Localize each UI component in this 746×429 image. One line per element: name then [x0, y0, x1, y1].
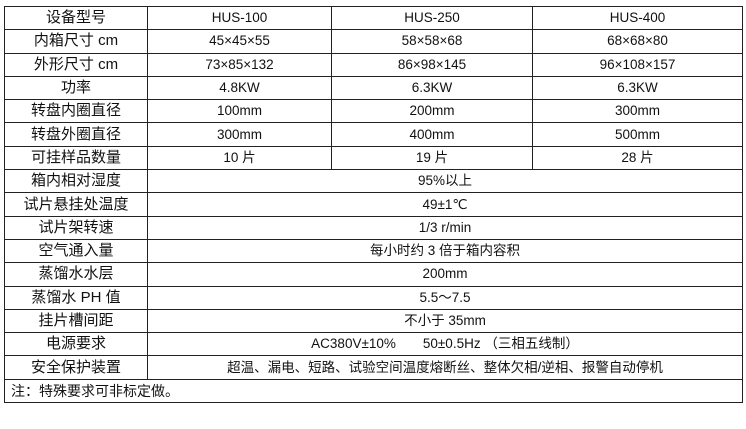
- note-row: 注：特殊要求可非标定做。: [4, 378, 743, 404]
- row-value: AC380V±10% 50±0.5Hz （三相五线制）: [147, 332, 743, 357]
- row-label: 电源要求: [4, 332, 148, 357]
- row-value: 100mm: [147, 99, 332, 124]
- row-value: 45×45×55: [147, 29, 332, 54]
- row-value: 10 片: [147, 145, 332, 171]
- row-value: 4.8KW: [147, 75, 332, 101]
- table-row: 电源要求 AC380V±10% 50±0.5Hz （三相五线制）: [4, 332, 743, 357]
- row-label: 蒸馏水水层: [4, 262, 148, 287]
- row-value: 6.3KW: [532, 75, 743, 101]
- row-value: 每小时约 3 倍于箱内容积: [147, 238, 743, 264]
- table-row: 空气通入量 每小时约 3 倍于箱内容积: [4, 238, 743, 264]
- table-row: 外形尺寸 cm 73×85×132 86×98×145 96×108×157: [4, 52, 743, 77]
- row-value: 19 片: [331, 145, 533, 171]
- table-row: 转盘内圈直径 100mm 200mm 300mm: [4, 99, 743, 124]
- table-row: 试片悬挂处温度 49±1℃: [4, 192, 743, 217]
- row-value: 73×85×132: [147, 52, 332, 77]
- table-row: 试片架转速 1/3 r/min: [4, 215, 743, 240]
- row-value: 95%以上: [147, 169, 743, 194]
- row-label: 试片悬挂处温度: [4, 192, 148, 217]
- table-row: 蒸馏水水层 200mm: [4, 262, 743, 287]
- row-value: 200mm: [331, 99, 533, 124]
- table-row: 可挂样品数量 10 片 19 片 28 片: [4, 145, 743, 171]
- table-row: 转盘外圈直径 300mm 400mm 500mm: [4, 122, 743, 147]
- row-value: 300mm: [147, 122, 332, 147]
- header-label: 设备型号: [4, 5, 148, 31]
- row-label: 外形尺寸 cm: [4, 52, 148, 77]
- header-row: 设备型号 HUS-100 HUS-250 HUS-400: [4, 5, 743, 31]
- row-label: 挂片槽间距: [4, 308, 148, 334]
- row-label: 转盘外圈直径: [4, 122, 148, 147]
- row-value: 不小于 35mm: [147, 308, 743, 334]
- table-row: 内箱尺寸 cm 45×45×55 58×58×68 68×68×80: [4, 29, 743, 54]
- row-label: 可挂样品数量: [4, 145, 148, 171]
- row-value: 96×108×157: [532, 52, 743, 77]
- model-name: HUS-250: [331, 5, 533, 31]
- table-row: 安全保护装置 超温、漏电、短路、试验空间温度熔断丝、整体欠相/逆相、报警自动停机: [4, 355, 743, 380]
- row-value: 1/3 r/min: [147, 215, 743, 240]
- row-value: 500mm: [532, 122, 743, 147]
- row-value: 5.5～7.5: [147, 285, 743, 310]
- row-label: 安全保护装置: [4, 355, 148, 380]
- row-value: 58×58×68: [331, 29, 533, 54]
- row-value: 86×98×145: [331, 52, 533, 77]
- row-label: 内箱尺寸 cm: [4, 29, 148, 54]
- table-row: 蒸馏水 PH 值 5.5～7.5: [4, 285, 743, 310]
- row-label: 箱内相对湿度: [4, 169, 148, 194]
- row-label: 功率: [4, 75, 148, 101]
- row-value: 49±1℃: [147, 192, 743, 217]
- note-text: 注：特殊要求可非标定做。: [4, 378, 743, 404]
- model-name: HUS-400: [532, 5, 743, 31]
- row-label: 试片架转速: [4, 215, 148, 240]
- row-label: 蒸馏水 PH 值: [4, 285, 148, 310]
- row-value: 400mm: [331, 122, 533, 147]
- row-value: 300mm: [532, 99, 743, 124]
- row-value: 6.3KW: [331, 75, 533, 101]
- table-row: 挂片槽间距 不小于 35mm: [4, 308, 743, 334]
- table-row: 箱内相对湿度 95%以上: [4, 169, 743, 194]
- row-value: 68×68×80: [532, 29, 743, 54]
- model-name: HUS-100: [147, 5, 332, 31]
- row-value: 28 片: [532, 145, 743, 171]
- row-value: 超温、漏电、短路、试验空间温度熔断丝、整体欠相/逆相、报警自动停机: [147, 355, 743, 380]
- row-label: 空气通入量: [4, 238, 148, 264]
- table-row: 功率 4.8KW 6.3KW 6.3KW: [4, 75, 743, 101]
- spec-table: 设备型号 HUS-100 HUS-250 HUS-400 内箱尺寸 cm 45×4…: [4, 5, 743, 404]
- row-label: 转盘内圈直径: [4, 99, 148, 124]
- row-value: 200mm: [147, 262, 743, 287]
